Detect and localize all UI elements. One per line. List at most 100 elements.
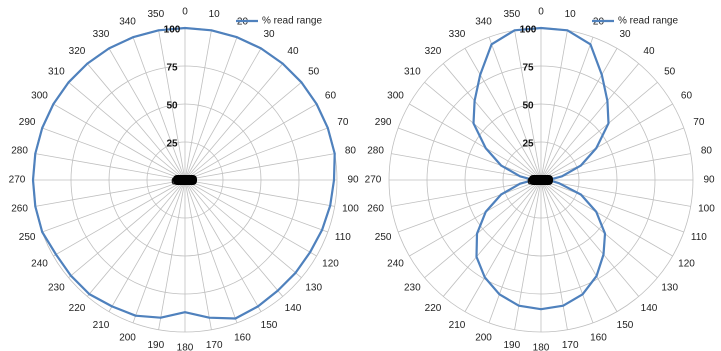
grid-spoke — [86, 63, 186, 181]
grid-spoke — [184, 30, 212, 181]
grid-spoke — [68, 81, 186, 181]
grid-spokes — [33, 28, 337, 332]
radial-tick-label: 100 — [164, 25, 181, 36]
angle-tick-label: 330 — [449, 29, 466, 40]
data-point — [562, 304, 565, 307]
data-point — [595, 275, 598, 277]
data-point — [519, 175, 521, 178]
grid-spoke — [42, 179, 186, 233]
grid-spoke — [108, 48, 186, 181]
grid-spoke — [540, 103, 673, 181]
data-point — [34, 152, 37, 155]
angle-tick-label: 300 — [387, 91, 404, 102]
angle-tick-label: 60 — [325, 91, 337, 102]
grid-spoke — [184, 127, 328, 181]
data-point — [498, 293, 501, 296]
grid-spoke — [442, 63, 542, 181]
grid-spoke — [540, 37, 594, 181]
angle-tick-label: 200 — [119, 332, 136, 343]
data-point — [236, 36, 238, 39]
data-point — [540, 308, 542, 311]
legend: % read range — [592, 16, 678, 27]
angle-tick-label: 180 — [533, 343, 550, 351]
data-point — [32, 179, 34, 181]
grid-spoke — [184, 179, 238, 323]
angle-tick-label: 30 — [263, 29, 275, 40]
data-point — [276, 289, 279, 292]
data-point — [184, 27, 186, 29]
data-point — [580, 193, 582, 196]
data-point — [315, 103, 318, 105]
angle-tick-label: 240 — [31, 259, 48, 270]
angle-tick-label: 350 — [147, 9, 164, 20]
data-point — [41, 127, 44, 129]
angle-tick-label: 110 — [335, 232, 351, 243]
grid-spoke — [409, 103, 542, 181]
grid-spoke — [184, 179, 284, 297]
grid-spoke — [35, 179, 186, 207]
grid-spoke — [409, 179, 542, 257]
angle-tick-label: 130 — [661, 282, 678, 293]
angle-tick-label: 100 — [698, 204, 715, 215]
legend: % read range — [236, 16, 322, 27]
angle-tick-label: 20 — [593, 17, 605, 28]
data-point — [329, 204, 332, 207]
grid-spoke — [184, 81, 302, 181]
data-point — [300, 81, 303, 84]
angle-tick-label: 230 — [48, 282, 65, 293]
series-points — [32, 27, 336, 320]
data-point — [479, 73, 482, 76]
grid-spoke — [424, 179, 542, 279]
angle-tick-label: 320 — [425, 46, 442, 57]
angle-tick-label: 120 — [678, 259, 695, 270]
radial-tick-label: 25 — [166, 139, 178, 150]
data-point — [333, 179, 335, 181]
grid-spoke — [540, 30, 568, 181]
angle-tick-label: 200 — [475, 332, 492, 343]
grid-spoke — [514, 30, 542, 181]
grid-spoke — [424, 81, 542, 181]
angle-tick-label: 80 — [701, 145, 713, 156]
angle-tick-label: 310 — [404, 67, 421, 78]
grid-spoke — [540, 179, 691, 207]
angle-tick-label: 210 — [93, 320, 110, 331]
radial-tick-label: 100 — [520, 25, 537, 36]
angle-tick-label: 340 — [119, 17, 136, 28]
data-point — [513, 29, 516, 32]
grid-spoke — [35, 153, 186, 181]
angle-tick-label: 50 — [308, 67, 320, 78]
grid-spoke — [108, 179, 186, 312]
angle-tick-label: 160 — [234, 332, 251, 343]
legend-label: % read range — [262, 16, 322, 27]
angle-tick-label: 30 — [619, 29, 631, 40]
angle-tick-label: 130 — [305, 282, 322, 293]
angle-tick-label: 340 — [475, 17, 492, 28]
data-point — [604, 232, 606, 235]
angle-tick-label: 10 — [209, 9, 221, 20]
data-point — [558, 182, 560, 185]
angle-tick-label: 10 — [565, 9, 577, 20]
center-marker — [529, 175, 553, 185]
grid-spoke — [184, 179, 212, 330]
data-point — [519, 182, 521, 185]
data-point — [600, 73, 603, 76]
radial-tick-label: 75 — [166, 63, 178, 74]
data-point — [34, 205, 37, 208]
grid-spoke — [391, 153, 542, 181]
grid-spoke — [540, 48, 618, 181]
data-point — [184, 311, 186, 314]
series-points — [472, 27, 610, 311]
grid-spoke — [184, 153, 335, 181]
grid-spoke — [86, 179, 186, 297]
angle-tick-label: 320 — [69, 46, 86, 57]
data-point — [294, 271, 297, 274]
data-point — [326, 127, 329, 129]
angle-tick-label: 310 — [48, 67, 65, 78]
data-point — [55, 253, 57, 256]
data-point — [500, 193, 502, 196]
data-point — [86, 62, 89, 65]
angle-tick-label: 50 — [664, 67, 676, 78]
angle-tick-label: 220 — [69, 303, 86, 314]
